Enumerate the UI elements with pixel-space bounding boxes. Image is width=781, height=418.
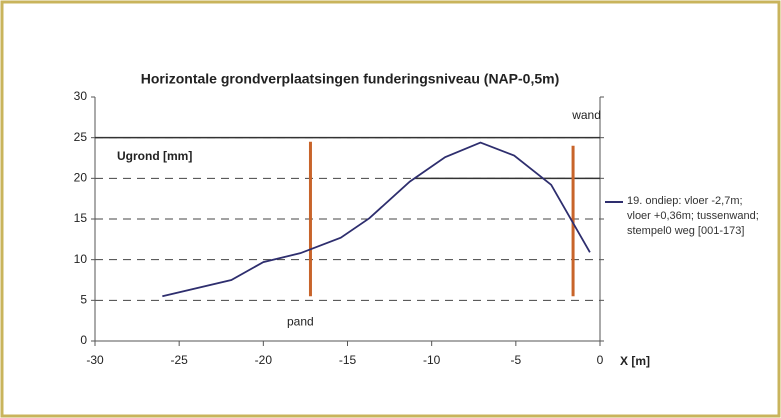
x-tick-label: -10	[423, 353, 441, 367]
y-tick-label: 15	[74, 211, 88, 225]
y-tick-label: 30	[74, 89, 88, 103]
x-tick-label: -5	[510, 353, 521, 367]
series-line	[162, 141, 591, 298]
chart-title: Horizontale grondverplaatsingen funderin…	[141, 71, 560, 87]
x-axis-label: X [m]	[620, 354, 650, 368]
y-tick-label: 25	[74, 130, 88, 144]
legend-swatch	[605, 201, 623, 203]
y-tick-label: 5	[80, 293, 87, 307]
annotation: pand	[287, 314, 314, 328]
y-tick-label: 20	[74, 171, 88, 185]
x-tick-label: -25	[170, 353, 188, 367]
x-tick-label: -30	[86, 353, 104, 367]
x-tick-label: 0	[597, 353, 604, 367]
y-axis-label: Ugrond [mm]	[117, 149, 192, 163]
x-tick-label: -15	[339, 353, 357, 367]
y-tick-label: 10	[74, 252, 88, 266]
legend-label: 19. ondiep: vloer -2,7m; vloer +0,36m; t…	[627, 195, 759, 237]
annotation: wand	[571, 108, 601, 122]
legend: 19. ondiep: vloer -2,7m; vloer +0,36m; t…	[605, 194, 759, 239]
x-tick-label: -20	[255, 353, 273, 367]
y-tick-label: 0	[80, 333, 87, 347]
